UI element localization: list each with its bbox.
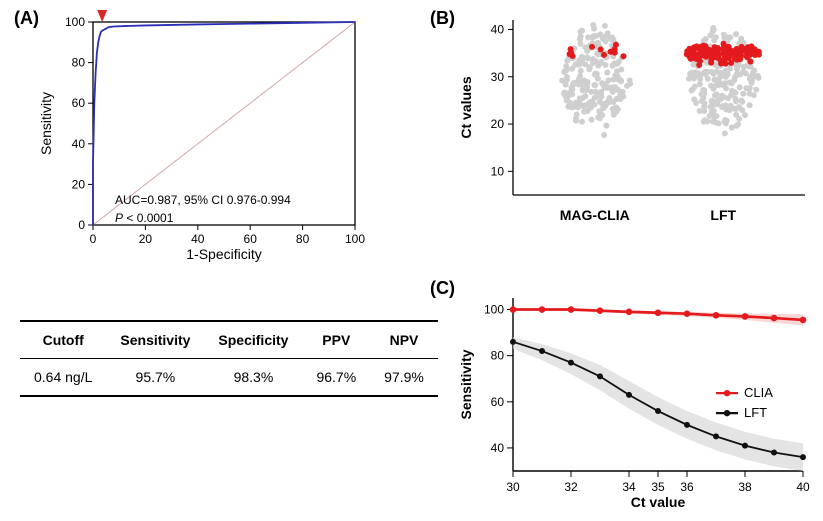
table-cell: 95.7%	[106, 359, 204, 397]
svg-text:0: 0	[90, 232, 97, 246]
svg-text:80: 80	[296, 232, 310, 246]
svg-text:60: 60	[72, 96, 86, 110]
svg-text:MAG-CLIA: MAG-CLIA	[560, 207, 630, 223]
table-cell: 97.9%	[370, 359, 438, 397]
svg-text:Ct value: Ct value	[631, 494, 686, 510]
roc-annotation-p: P < 0.0001	[115, 211, 173, 225]
ct-scatter-chart: 10 20 30 40 Ct values MAG-CLIA LFT	[455, 10, 815, 230]
svg-text:32: 32	[564, 480, 578, 494]
svg-text:60: 60	[244, 232, 258, 246]
svg-text:60: 60	[491, 395, 505, 409]
sensitivity-line-chart: 30 32 34 35 36 38 40 40 60 80 100 Ct value Sensitivi…	[455, 288, 815, 513]
svg-text:34: 34	[622, 480, 636, 494]
svg-text:40: 40	[491, 441, 505, 455]
svg-text:38: 38	[738, 480, 752, 494]
svg-text:30: 30	[506, 480, 520, 494]
svg-text:100: 100	[345, 232, 365, 246]
roc-p-rest: < 0.0001	[123, 211, 173, 225]
svg-text:20: 20	[139, 232, 153, 246]
svg-text:40: 40	[491, 22, 505, 36]
svg-text:40: 40	[796, 480, 810, 494]
table-row: 0.64 ng/L95.7%98.3%96.7%97.9%	[20, 359, 438, 397]
svg-text:LFT: LFT	[710, 207, 736, 223]
table-header-cell: Cutoff	[20, 321, 106, 359]
svg-text:10: 10	[491, 164, 505, 178]
svg-text:35: 35	[651, 480, 665, 494]
svg-text:Ct values: Ct values	[458, 76, 474, 138]
svg-text:40: 40	[191, 232, 205, 246]
roc-chart: 0 20 40 60 80 100 0 20 40 60 80 100 1-Specificity Sen…	[35, 10, 365, 265]
table-header-cell: Specificity	[204, 321, 302, 359]
svg-text:1-Specificity: 1-Specificity	[186, 246, 261, 262]
svg-text:36: 36	[680, 480, 694, 494]
svg-text:100: 100	[484, 303, 504, 317]
roc-annotation-auc: AUC=0.987, 95% CI 0.976-0.994	[115, 193, 291, 207]
svg-text:Sensitivity: Sensitivity	[458, 349, 474, 419]
svg-text:40: 40	[72, 137, 86, 151]
svg-text:CLIA: CLIA	[744, 385, 773, 400]
svg-text:20: 20	[72, 177, 86, 191]
table-header-cell: NPV	[370, 321, 438, 359]
table-header-cell: PPV	[302, 321, 370, 359]
panel-c-label: (C)	[430, 278, 455, 299]
svg-text:0: 0	[78, 218, 85, 232]
svg-text:Sensitivity: Sensitivity	[38, 92, 54, 155]
table-cell: 96.7%	[302, 359, 370, 397]
svg-text:80: 80	[72, 56, 86, 70]
performance-table: CutoffSensitivitySpecificityPPVNPV 0.64 …	[20, 320, 438, 397]
svg-text:30: 30	[491, 70, 505, 84]
svg-text:20: 20	[491, 117, 505, 131]
svg-text:100: 100	[65, 15, 85, 29]
svg-text:80: 80	[491, 349, 505, 363]
roc-p-italic: P	[115, 211, 123, 225]
panel-b-label: (B)	[430, 8, 455, 29]
svg-text:LFT: LFT	[744, 405, 767, 420]
table-header-row: CutoffSensitivitySpecificityPPVNPV	[20, 321, 438, 359]
table-cell: 0.64 ng/L	[20, 359, 106, 397]
table-cell: 98.3%	[204, 359, 302, 397]
table-header-cell: Sensitivity	[106, 321, 204, 359]
